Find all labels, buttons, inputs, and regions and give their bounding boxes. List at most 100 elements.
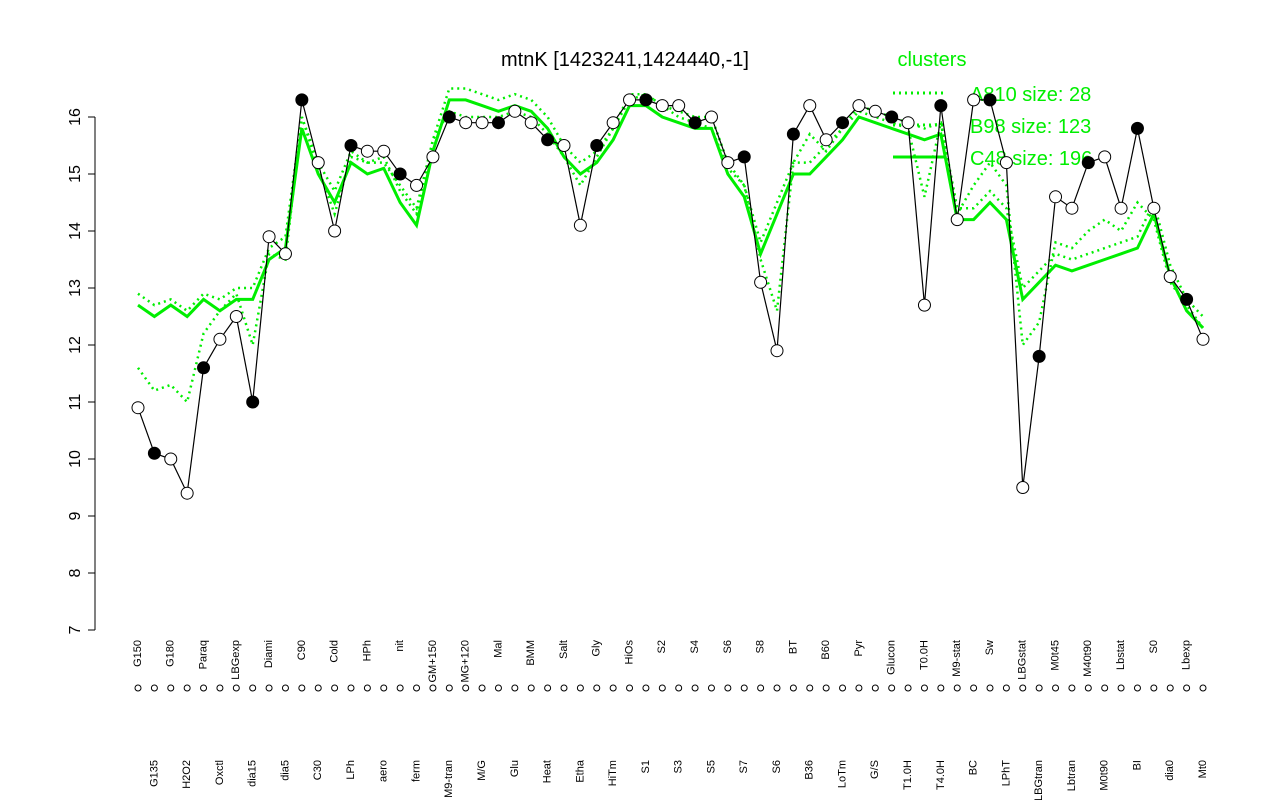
data-point bbox=[786, 127, 800, 141]
data-point bbox=[344, 139, 358, 152]
x-tick-label: S5 bbox=[705, 760, 717, 773]
category-marker bbox=[200, 684, 208, 692]
category-marker bbox=[691, 684, 699, 692]
x-tick-label: LBGstat bbox=[1017, 640, 1029, 680]
category-marker bbox=[658, 684, 666, 692]
y-tick-label: 8 bbox=[67, 568, 84, 577]
category-marker bbox=[740, 684, 748, 692]
x-tick-label: C30 bbox=[312, 760, 324, 780]
x-tick-label: G135 bbox=[148, 760, 160, 787]
x-tick-label: M/G bbox=[476, 760, 488, 781]
data-point bbox=[770, 344, 784, 358]
chart-title: mtnK [1423241,1424440,-1] bbox=[501, 49, 749, 71]
category-marker bbox=[904, 684, 912, 692]
category-marker bbox=[707, 684, 715, 692]
x-tick-label: LPh bbox=[345, 760, 357, 780]
category-marker bbox=[511, 684, 519, 692]
x-tick-label: G180 bbox=[165, 640, 177, 667]
category-marker bbox=[937, 684, 945, 692]
x-tick-label: BI bbox=[1131, 760, 1143, 770]
data-point bbox=[1130, 121, 1144, 135]
legend-label: B98 size: 123 bbox=[970, 116, 1091, 138]
data-point bbox=[852, 99, 866, 113]
category-marker bbox=[331, 684, 339, 692]
category-marker bbox=[970, 684, 978, 692]
data-point bbox=[672, 99, 686, 113]
data-point bbox=[901, 116, 915, 130]
data-point bbox=[164, 452, 178, 466]
cluster-line bbox=[137, 87, 1204, 318]
x-tick-label: M0t90 bbox=[1099, 760, 1111, 791]
category-marker bbox=[363, 684, 371, 692]
data-point bbox=[1147, 201, 1161, 215]
x-tick-label: S7 bbox=[738, 760, 750, 773]
legend-label: C48 size: 196 bbox=[970, 148, 1092, 170]
category-marker bbox=[150, 684, 158, 692]
category-marker bbox=[1150, 684, 1158, 692]
data-point bbox=[377, 144, 391, 158]
x-tick-label: LoTm bbox=[836, 760, 848, 788]
x-tick-label: Lbstat bbox=[1115, 640, 1127, 670]
y-tick-label: 12 bbox=[67, 336, 84, 354]
data-point bbox=[803, 99, 817, 113]
category-marker bbox=[986, 684, 994, 692]
category-marker bbox=[855, 684, 863, 692]
x-tick-label: G/S bbox=[869, 760, 881, 779]
data-point bbox=[639, 93, 653, 107]
category-marker bbox=[822, 684, 830, 692]
category-marker bbox=[462, 684, 470, 692]
category-marker bbox=[183, 684, 191, 692]
category-marker bbox=[134, 684, 142, 692]
data-point bbox=[1049, 190, 1063, 204]
category-marker bbox=[494, 684, 502, 692]
data-point bbox=[147, 446, 161, 460]
data-point bbox=[819, 133, 833, 147]
category-marker bbox=[626, 684, 634, 692]
category-marker bbox=[265, 684, 273, 692]
category-marker bbox=[675, 684, 683, 692]
data-point bbox=[1180, 292, 1194, 306]
x-tick-label: BC bbox=[968, 760, 980, 775]
data-point bbox=[573, 218, 587, 232]
x-tick-label: Sw bbox=[984, 640, 996, 655]
y-tick-label: 14 bbox=[67, 222, 84, 240]
data-point bbox=[278, 247, 292, 261]
category-marker bbox=[232, 684, 240, 692]
data-point bbox=[557, 139, 571, 152]
data-point bbox=[360, 144, 374, 158]
x-tick-label: Paraq bbox=[197, 640, 209, 669]
x-tick-label: Etha bbox=[574, 759, 586, 783]
x-tick-label: S8 bbox=[755, 640, 767, 653]
data-point bbox=[606, 116, 620, 130]
data-point bbox=[999, 156, 1013, 170]
data-point bbox=[917, 298, 931, 312]
category-marker bbox=[642, 684, 650, 692]
category-marker bbox=[1133, 684, 1141, 692]
category-marker bbox=[888, 684, 896, 692]
x-tick-label: T4.0H bbox=[935, 760, 947, 790]
data-point bbox=[868, 104, 882, 118]
data-point bbox=[983, 93, 997, 107]
data-point bbox=[688, 116, 702, 130]
x-tick-label: S2 bbox=[656, 640, 668, 653]
x-tick-label: S0 bbox=[1148, 640, 1160, 653]
x-tick-label: LBGtran bbox=[1033, 760, 1045, 800]
x-tick-label: ferm bbox=[410, 760, 422, 782]
category-marker bbox=[1183, 684, 1191, 692]
x-tick-label: Pyr bbox=[853, 640, 865, 657]
data-point bbox=[721, 156, 735, 170]
category-marker bbox=[1199, 684, 1207, 692]
category-marker bbox=[773, 684, 781, 692]
category-marker bbox=[249, 684, 257, 692]
x-tick-label: BT bbox=[787, 640, 799, 654]
x-tick-label: S6 bbox=[722, 640, 734, 653]
category-marker bbox=[380, 684, 388, 692]
x-tick-label: B36 bbox=[804, 760, 816, 780]
x-tick-label: G150 bbox=[132, 640, 144, 667]
data-point bbox=[754, 275, 768, 289]
category-marker bbox=[1002, 684, 1010, 692]
y-tick-label: 10 bbox=[67, 450, 84, 468]
data-point bbox=[1065, 201, 1079, 215]
category-marker bbox=[1052, 684, 1060, 692]
